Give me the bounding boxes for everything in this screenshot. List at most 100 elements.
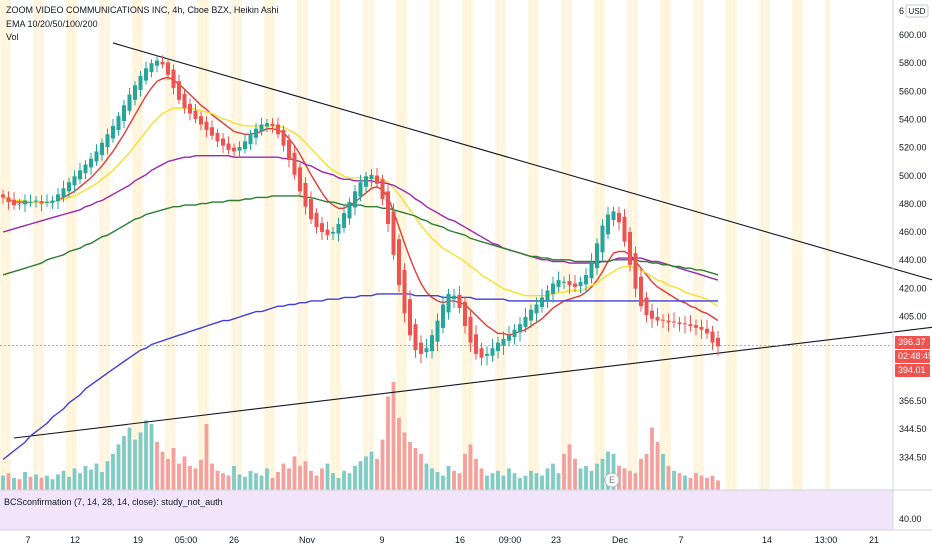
- candle: [298, 162, 302, 198]
- volume-bar: [116, 444, 121, 490]
- volume-bar: [122, 436, 126, 490]
- volume-bar: [397, 418, 401, 490]
- trendline-lower[interactable]: [13, 313, 932, 439]
- volume-bar: [210, 463, 214, 490]
- volume-bar: [633, 473, 638, 490]
- candle: [111, 118, 115, 143]
- session-stripe: [434, 0, 440, 490]
- candle: [270, 118, 275, 133]
- candle: [303, 177, 308, 215]
- candle: [639, 268, 643, 312]
- candle: [600, 219, 605, 261]
- session-stripe: [363, 0, 369, 490]
- trendline-upper[interactable]: [112, 42, 932, 313]
- candle: [441, 295, 445, 334]
- candle: [523, 308, 528, 333]
- volume-bar: [380, 439, 385, 490]
- session-stripe: [660, 0, 666, 490]
- ema-line: [2, 76, 719, 336]
- candle: [166, 58, 170, 80]
- candle: [419, 335, 423, 364]
- candle: [83, 160, 88, 180]
- volume-bar: [628, 470, 632, 490]
- volume-bar: [56, 474, 60, 490]
- price-axis-top-cut-label: 6: [899, 6, 904, 16]
- candle: [710, 326, 715, 351]
- volume-bar: [100, 472, 104, 490]
- price-axis[interactable]: 600.00 580.00 560.00 540.00 520.00 500.00 480.…: [899, 30, 927, 462]
- volume-bar: [292, 456, 297, 490]
- volume-bar: [254, 473, 258, 490]
- volume-bar: [578, 468, 583, 490]
- svg-text:396.37: 396.37: [898, 337, 926, 347]
- time-axis[interactable]: 7 12 19 05:00 26 Nov 9 16 09:00 23 Dec 7 14 13:00 21: [25, 535, 879, 545]
- volume-bar: [347, 473, 352, 490]
- session-stripe: [533, 0, 539, 490]
- candle: [413, 318, 418, 358]
- candle: [380, 174, 385, 206]
- candle: [397, 234, 401, 293]
- volume-bar: [430, 468, 434, 490]
- trendlines[interactable]: [13, 42, 932, 439]
- volume-bar: [182, 456, 187, 490]
- price-tick-label: 540.00: [899, 114, 927, 124]
- session-stripe: [99, 0, 105, 490]
- candle: [199, 112, 203, 131]
- volume-bar: [512, 473, 517, 490]
- volume-bar: [204, 424, 209, 490]
- candle: [606, 206, 610, 240]
- candle: [292, 145, 297, 180]
- volume-bar: [67, 476, 71, 490]
- candle: [94, 144, 99, 166]
- volume-bar: [243, 476, 247, 490]
- candle: [408, 290, 412, 341]
- volume-bar: [320, 468, 324, 490]
- session-stripe: [693, 0, 699, 490]
- volume-bar: [226, 475, 231, 490]
- candle: [672, 312, 676, 328]
- volume-legend[interactable]: Vol: [6, 32, 19, 42]
- volume-bar: [221, 473, 225, 490]
- candle: [17, 198, 22, 210]
- volume-bar: [127, 427, 132, 490]
- volume-bar: [23, 472, 27, 490]
- candle: [1, 189, 5, 204]
- volume-bar: [694, 473, 698, 490]
- price-tag: 02:48:45: [895, 350, 932, 363]
- volume-bar: [50, 479, 55, 490]
- candle: [705, 319, 709, 339]
- ema-legend[interactable]: EMA 10/20/50/100/200: [6, 19, 98, 29]
- volume-bar: [567, 444, 572, 490]
- indicator-axis-value: 40.00: [899, 514, 922, 524]
- session-stripe: [429, 0, 435, 490]
- candle: [622, 209, 627, 247]
- candle: [501, 331, 506, 355]
- volume-bar: [540, 475, 544, 490]
- earnings-event-icon[interactable]: E: [604, 472, 620, 488]
- candle: [177, 74, 181, 104]
- candle: [259, 117, 264, 136]
- ema-line: [2, 195, 719, 276]
- candle: [430, 329, 434, 359]
- time-tick-label: 16: [455, 535, 465, 545]
- currency-badge[interactable]: [905, 4, 929, 18]
- candle: [265, 118, 269, 133]
- session-stripe: [198, 0, 204, 490]
- candle: [545, 285, 550, 309]
- volume-bar: [468, 444, 473, 490]
- chart-title: ZOOM VIDEO COMMUNICATIONS INC, 4h, Cboe …: [6, 5, 279, 15]
- candle: [28, 194, 33, 207]
- volume-bar: [188, 466, 192, 490]
- session-stripe: [269, 0, 275, 490]
- indicator-legend[interactable]: BCSconfirmation (7, 14, 28, 14, close): …: [4, 497, 223, 507]
- session-stripe: [764, 0, 770, 490]
- volume-bar: [479, 468, 484, 490]
- candle: [529, 304, 533, 328]
- volume-bar: [232, 466, 236, 490]
- volume-bar: [270, 478, 275, 490]
- ema-line: [2, 293, 718, 461]
- candle: [39, 195, 44, 212]
- candle: [331, 227, 335, 241]
- price-tag: 394.01: [895, 364, 930, 377]
